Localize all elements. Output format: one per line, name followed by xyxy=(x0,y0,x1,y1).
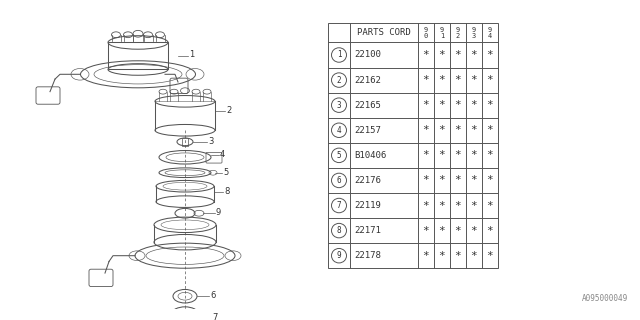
Text: *: * xyxy=(422,125,429,135)
Text: *: * xyxy=(486,75,493,85)
Text: *: * xyxy=(470,75,477,85)
Text: 9
1: 9 1 xyxy=(440,27,444,39)
Text: *: * xyxy=(470,100,477,110)
Text: *: * xyxy=(438,226,445,236)
Text: 5: 5 xyxy=(337,151,341,160)
Text: *: * xyxy=(486,50,493,60)
Text: 22171: 22171 xyxy=(354,226,381,235)
Text: *: * xyxy=(438,175,445,185)
Text: 22178: 22178 xyxy=(354,251,381,260)
Text: *: * xyxy=(438,100,445,110)
Text: A095000049: A095000049 xyxy=(582,294,628,303)
Text: *: * xyxy=(486,175,493,185)
Text: *: * xyxy=(454,175,461,185)
Text: *: * xyxy=(438,150,445,160)
Text: 9
0: 9 0 xyxy=(424,27,428,39)
Text: 22157: 22157 xyxy=(354,126,381,135)
Text: 6: 6 xyxy=(337,176,341,185)
Text: 22162: 22162 xyxy=(354,76,381,84)
Text: *: * xyxy=(438,125,445,135)
Text: 1: 1 xyxy=(189,50,195,59)
Text: *: * xyxy=(486,150,493,160)
Text: *: * xyxy=(454,100,461,110)
Text: 22165: 22165 xyxy=(354,101,381,110)
Text: 8: 8 xyxy=(337,226,341,235)
Text: *: * xyxy=(422,175,429,185)
Text: 9: 9 xyxy=(337,251,341,260)
Text: 5: 5 xyxy=(223,168,228,177)
Text: *: * xyxy=(454,50,461,60)
Text: *: * xyxy=(422,50,429,60)
Text: 7: 7 xyxy=(212,313,218,320)
Text: *: * xyxy=(422,201,429,211)
Text: *: * xyxy=(422,226,429,236)
Text: 4: 4 xyxy=(220,150,225,159)
Text: *: * xyxy=(470,125,477,135)
Text: 9: 9 xyxy=(216,208,221,217)
Text: *: * xyxy=(454,150,461,160)
Bar xyxy=(182,138,188,146)
Text: 22100: 22100 xyxy=(354,51,381,60)
Text: *: * xyxy=(422,251,429,261)
Text: 2: 2 xyxy=(337,76,341,84)
Text: 4: 4 xyxy=(337,126,341,135)
Text: *: * xyxy=(438,251,445,261)
Text: *: * xyxy=(470,251,477,261)
Text: *: * xyxy=(438,201,445,211)
Text: *: * xyxy=(486,201,493,211)
Bar xyxy=(328,23,498,268)
Text: 1: 1 xyxy=(337,51,341,60)
Text: 8: 8 xyxy=(224,187,229,196)
Text: *: * xyxy=(422,75,429,85)
Text: *: * xyxy=(454,201,461,211)
Text: *: * xyxy=(438,50,445,60)
Text: *: * xyxy=(486,226,493,236)
Text: *: * xyxy=(454,251,461,261)
Text: 3: 3 xyxy=(337,101,341,110)
Text: *: * xyxy=(486,251,493,261)
Text: 9
2: 9 2 xyxy=(456,27,460,39)
Text: 22176: 22176 xyxy=(354,176,381,185)
Text: *: * xyxy=(422,150,429,160)
Text: *: * xyxy=(486,100,493,110)
Text: 22119: 22119 xyxy=(354,201,381,210)
Text: 6: 6 xyxy=(210,291,216,300)
Text: *: * xyxy=(470,226,477,236)
Text: *: * xyxy=(470,150,477,160)
Text: *: * xyxy=(422,100,429,110)
Text: 2: 2 xyxy=(226,106,231,115)
Text: *: * xyxy=(486,125,493,135)
Text: *: * xyxy=(454,75,461,85)
Text: *: * xyxy=(470,175,477,185)
Text: 3: 3 xyxy=(208,137,213,146)
Text: 7: 7 xyxy=(337,201,341,210)
Text: *: * xyxy=(470,201,477,211)
Text: B10406: B10406 xyxy=(354,151,387,160)
Bar xyxy=(108,43,168,69)
Text: *: * xyxy=(454,226,461,236)
Text: PARTS CORD: PARTS CORD xyxy=(357,28,411,37)
Text: *: * xyxy=(454,125,461,135)
Text: 9
4: 9 4 xyxy=(488,27,492,39)
Text: *: * xyxy=(438,75,445,85)
Text: *: * xyxy=(470,50,477,60)
Text: 9
3: 9 3 xyxy=(472,27,476,39)
